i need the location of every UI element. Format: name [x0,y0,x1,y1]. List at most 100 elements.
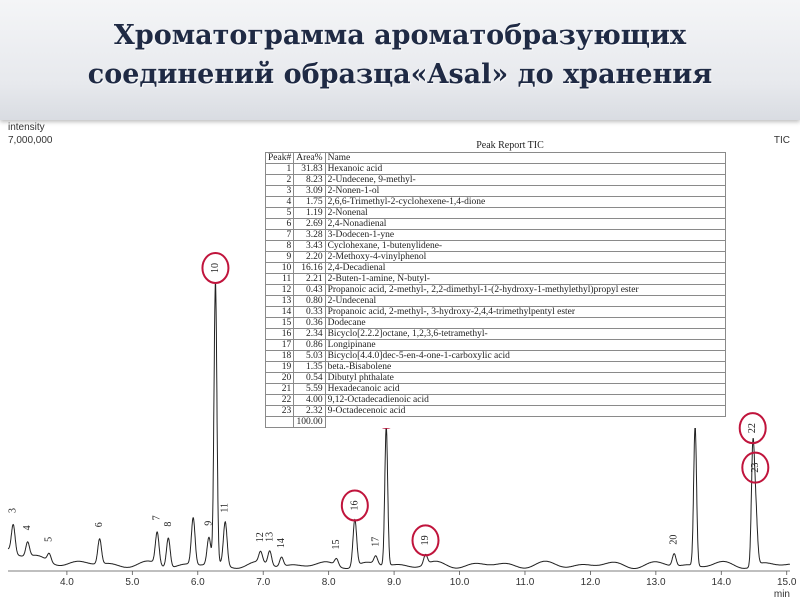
compound-name: 3-Dodecen-1-yne [324,229,726,241]
x-tick-label: 7.0 [256,577,270,588]
peak-report-table: Peak# Area% Name 1 31.83 Hexanoic acid 2 8.2… [264,152,726,428]
peak-number: 7 [264,229,295,241]
peak-label: 14 [276,538,287,548]
peak-label: 16 [349,500,360,510]
table-header-row: Peak# Area% Name [264,152,726,164]
peak-number: 13 [264,295,295,307]
peak-label: 22 [747,423,758,433]
peak-label: 17 [370,537,381,547]
peak-highlight-circle [738,412,767,445]
y-axis-label: intensity [8,122,45,133]
peak-number: 2 [264,174,295,186]
compound-name: Longipinane [324,339,726,351]
compound-name: Hexadecanoic acid [324,383,726,395]
table-row: 1 31.83 Hexanoic acid [264,163,726,175]
compound-name: 9-Octadecenoic acid [324,405,726,417]
x-axis-unit-label: min [774,589,790,600]
peak-highlight-circle [201,251,230,284]
compound-name: 2-Nonen-1-ol [324,185,726,197]
peak-number: 16 [264,328,295,340]
compound-name: 2-Methoxy-4-vinylphenol [324,251,726,263]
peak-label: 11 [220,503,231,513]
area-percent: 8.23 [293,174,326,186]
table-total-row: 100.00 [264,416,726,428]
area-percent: 4.00 [293,394,326,406]
table-row: 7 3.28 3-Dodecen-1-yne [264,229,726,241]
area-percent: 5.03 [293,350,326,362]
title-line-2: соединений образца«Asal» до хранения [87,59,713,90]
table-row: 13 0.80 2-Undecenal [264,295,726,307]
compound-name: Propanoic acid, 2-methyl-, 2,2-dimethyl-… [324,284,726,296]
peak-highlight-circle [340,489,369,522]
area-percent: 1.19 [293,207,326,219]
peak-label: 8 [163,522,174,527]
compound-name: Dibutyl phthalate [324,372,726,384]
area-percent: 0.54 [293,372,326,384]
table-row: 5 1.19 2-Nonenal [264,207,726,219]
compound-name: Propanoic acid, 2-methyl-, 3-hydroxy-2,4… [324,306,726,318]
area-percent: 3.28 [293,229,326,241]
table-row: 17 0.86 Longipinane [264,339,726,351]
x-tick-label: 8.0 [322,577,336,588]
x-tick-label: 12.0 [581,577,601,588]
table-row: 4 1.75 2,6,6-Trimethyl-2-cyclohexene-1,4-d… [264,196,726,208]
peak-number: 12 [264,284,295,296]
area-percent: 1.75 [293,196,326,208]
title-line-1: Хроматограмма ароматобразующих [113,20,687,51]
area-percent: 0.86 [293,339,326,351]
y-max-label: 7,000,000 [8,135,53,146]
peak-highlight-circle [741,451,770,484]
table-row: 2 8.23 2-Undecene, 9-methyl- [264,174,726,186]
area-percent: 2.69 [293,218,326,230]
area-percent: 2.34 [293,328,326,340]
x-tick-label: 6.0 [191,577,205,588]
peak-number: 20 [264,372,295,384]
peak-highlight-circle [411,524,440,557]
tic-label: TIC [774,135,790,146]
compound-name: 2,6,6-Trimethyl-2-cyclohexene-1,4-dione [324,196,726,208]
compound-name: Cyclohexane, 1-butenylidene- [324,240,726,252]
peak-number: 1 [264,163,295,175]
peak-number: 4 [264,196,295,208]
peak-label: 5 [44,537,55,542]
peak-number: 14 [264,306,295,318]
compound-name: 2-Buten-1-amine, N-butyl- [324,273,726,285]
x-tick-label: 4.0 [60,577,74,588]
peak-number: 9 [264,251,295,263]
table-row: 21 5.59 Hexadecanoic acid [264,383,726,395]
tic-trace-line [7,282,790,569]
table-row: 12 0.43 Propanoic acid, 2-methyl-, 2,2-dim… [264,284,726,296]
compound-name: 2-Undecenal [324,295,726,307]
table-row: 22 4.00 9,12-Octadecadienoic acid [264,394,726,406]
table-row: 10 16.16 2,4-Decadienal [264,262,726,274]
compound-name: 2-Undecene, 9-methyl- [324,174,726,186]
peak-label: 6 [94,522,105,527]
table-row: 14 0.33 Propanoic acid, 2-methyl-, 3-hydro… [264,306,726,318]
peak-number: 5 [264,207,295,219]
area-percent: 2.32 [293,405,326,417]
area-percent: 0.80 [293,295,326,307]
slide-title: Хроматограмма ароматобразующих соединени… [0,16,800,94]
peak-number: 11 [264,273,295,285]
compound-name: Hexanoic acid [324,163,726,175]
area-percent: 5.59 [293,383,326,395]
x-axis-ticks: 4.0 5.0 6.0 7.0 8.0 9.0 10.0 11.0 12.0 13.0 14.0 15… [60,571,797,588]
compound-name: 9,12-Octadecadienoic acid [324,394,726,406]
peak-number: 21 [264,383,295,395]
compound-name: Bicyclo[2.2.2]octane, 1,2,3,6-tetramethy… [324,328,726,340]
area-percent: 3.09 [293,185,326,197]
area-percent: 0.36 [293,317,326,329]
compound-name: beta.-Bisabolene [324,361,726,373]
area-percent: 31.83 [293,163,326,175]
header-area: Area% [293,152,326,164]
peak-label: 4 [22,525,33,530]
table-row: 6 2.69 2,4-Nonadienal [264,218,726,230]
peak-number: 3 [264,185,295,197]
x-tick-label: 11.0 [516,577,535,588]
peak-label: 7 [152,515,163,520]
peak-label: 12 [255,532,266,542]
compound-name: Dodecane [324,317,726,329]
peak-number: 6 [264,218,295,230]
table-row: 8 3.43 Cyclohexane, 1-butenylidene- [264,240,726,252]
